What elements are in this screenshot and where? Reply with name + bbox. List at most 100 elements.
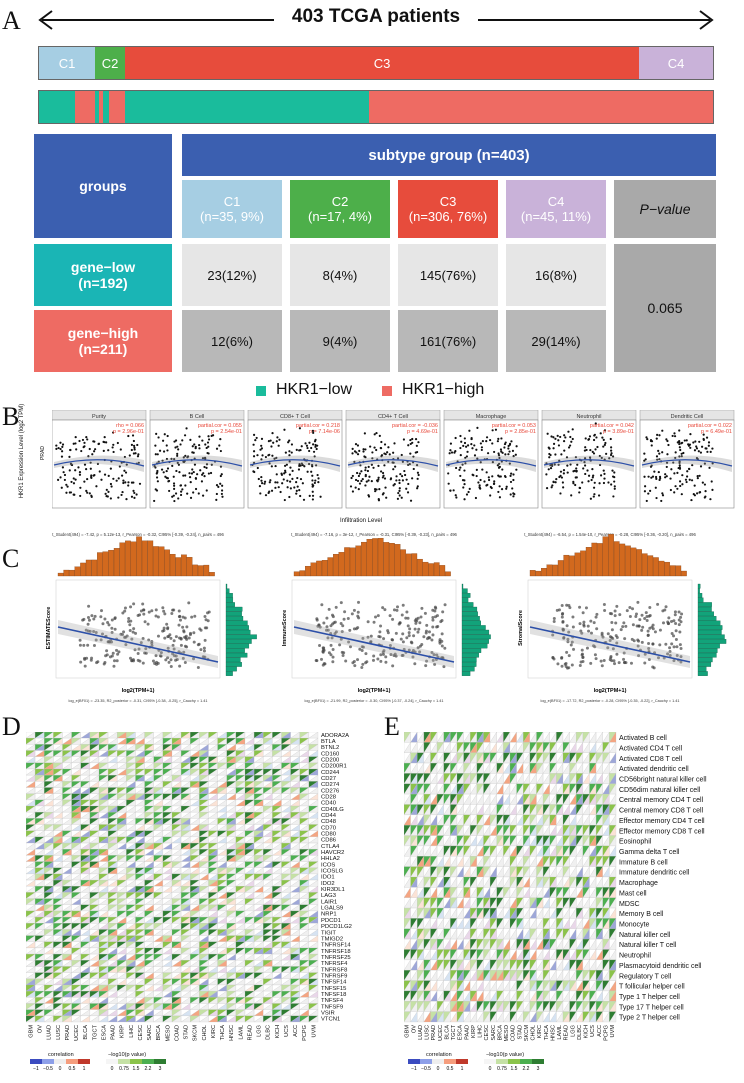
scatter-point: [333, 620, 337, 624]
scatter-point: [364, 652, 368, 656]
facet-point: [600, 456, 603, 459]
facet-point: [209, 471, 213, 475]
hist-top-bar: [158, 546, 165, 577]
panel-b-facets: Purity rho = 0.066 p = 2.96e-01 B Cell parti…: [51, 409, 742, 530]
facet-point: [674, 456, 677, 460]
facet-point: [166, 467, 170, 470]
facet-point: [186, 455, 190, 458]
facet-point: [257, 477, 260, 481]
hist-top-bar: [613, 541, 620, 577]
facet-point: [557, 444, 561, 447]
facet-point: [455, 466, 458, 470]
scatter-point: [584, 606, 588, 610]
facet-point: [370, 463, 373, 466]
scatter-point: [202, 649, 206, 653]
scatter-point: [643, 617, 647, 621]
facet-point: [193, 463, 197, 466]
facet-point: [90, 476, 93, 480]
facet-point: [678, 464, 681, 467]
facet-point: [308, 441, 311, 444]
scatter-point: [664, 642, 668, 646]
hist-right-bar: [461, 629, 490, 635]
facet-point: [591, 468, 594, 471]
scatter-point: [413, 627, 417, 631]
facet-point: [694, 440, 697, 443]
facet-point: [270, 489, 274, 492]
facet-point: [162, 450, 166, 453]
facet-point: [560, 476, 564, 479]
facet-point: [470, 437, 473, 441]
facet-point: [200, 480, 204, 483]
facet-point: [68, 491, 71, 494]
gene-high-n: (n=211): [78, 341, 128, 357]
facet-point: [354, 478, 358, 482]
facet-point: [650, 440, 654, 443]
scatter-point: [178, 614, 182, 618]
facet-point: [678, 467, 682, 470]
facet-point: [256, 454, 259, 457]
facet-point: [473, 454, 477, 457]
panel-b-letter: B: [2, 402, 20, 431]
scatter-point: [364, 661, 368, 665]
facet-point: [63, 478, 66, 482]
scatter-point: [391, 664, 395, 668]
facet-point: [252, 443, 255, 446]
facet-point: [700, 445, 704, 448]
scatter-point: [84, 628, 88, 632]
scatter-bayes: log_e(BF01) = -23.35, R2_posterior = -0.…: [69, 699, 208, 703]
scatter-point: [136, 651, 140, 655]
scatter-point: [561, 612, 565, 616]
scatter-point: [641, 625, 645, 629]
scatter-point: [648, 626, 652, 630]
facet-point: [696, 492, 699, 495]
facet-point: [278, 438, 281, 441]
facet-point: [350, 476, 353, 480]
facet-point: [351, 452, 354, 455]
facet-point: [587, 438, 591, 441]
scatter-point: [634, 614, 638, 618]
hist-top-bar: [141, 540, 148, 577]
facet-point: [602, 481, 606, 485]
facet-point: [680, 493, 683, 496]
hist-right-bar: [225, 643, 250, 649]
facet-point: [186, 492, 189, 495]
facet-point: [117, 477, 120, 480]
hist-right-bar: [697, 671, 708, 676]
facet-point: [271, 454, 274, 457]
facet-point: [707, 441, 711, 444]
facet-point: [293, 486, 296, 489]
hist-top-bar: [591, 542, 598, 577]
scatter-point: [674, 637, 678, 641]
facet-point: [649, 489, 652, 492]
scatter-point: [647, 642, 651, 646]
hist-top-bar: [608, 534, 614, 577]
hist-top-bar: [428, 563, 434, 577]
scatter-point: [431, 658, 435, 662]
facet-point: [311, 485, 314, 488]
facet-point: [511, 449, 515, 452]
facet-point: [283, 498, 286, 502]
facet-point: [395, 479, 398, 482]
facet-point: [306, 470, 309, 473]
scatter-point: [142, 608, 146, 612]
scatter-point: [389, 653, 393, 657]
facet-point: [711, 447, 714, 450]
facet-point: [583, 461, 586, 464]
facet-point: [552, 480, 555, 483]
facet-point: [160, 468, 164, 471]
scatter-point: [648, 606, 652, 610]
scatter-point: [329, 653, 333, 657]
facet-point: [509, 474, 512, 477]
hist-right-bar: [461, 671, 471, 676]
scatter-point: [331, 655, 335, 659]
facet-point: [288, 450, 291, 453]
facet-point: [107, 490, 110, 493]
scatter-point: [622, 651, 626, 655]
scatter-point: [382, 637, 386, 641]
facet-point: [497, 454, 501, 457]
scatter-point: [171, 608, 175, 612]
facet-point: [263, 480, 267, 483]
facet-point: [550, 486, 553, 489]
facet-point: [77, 466, 80, 469]
